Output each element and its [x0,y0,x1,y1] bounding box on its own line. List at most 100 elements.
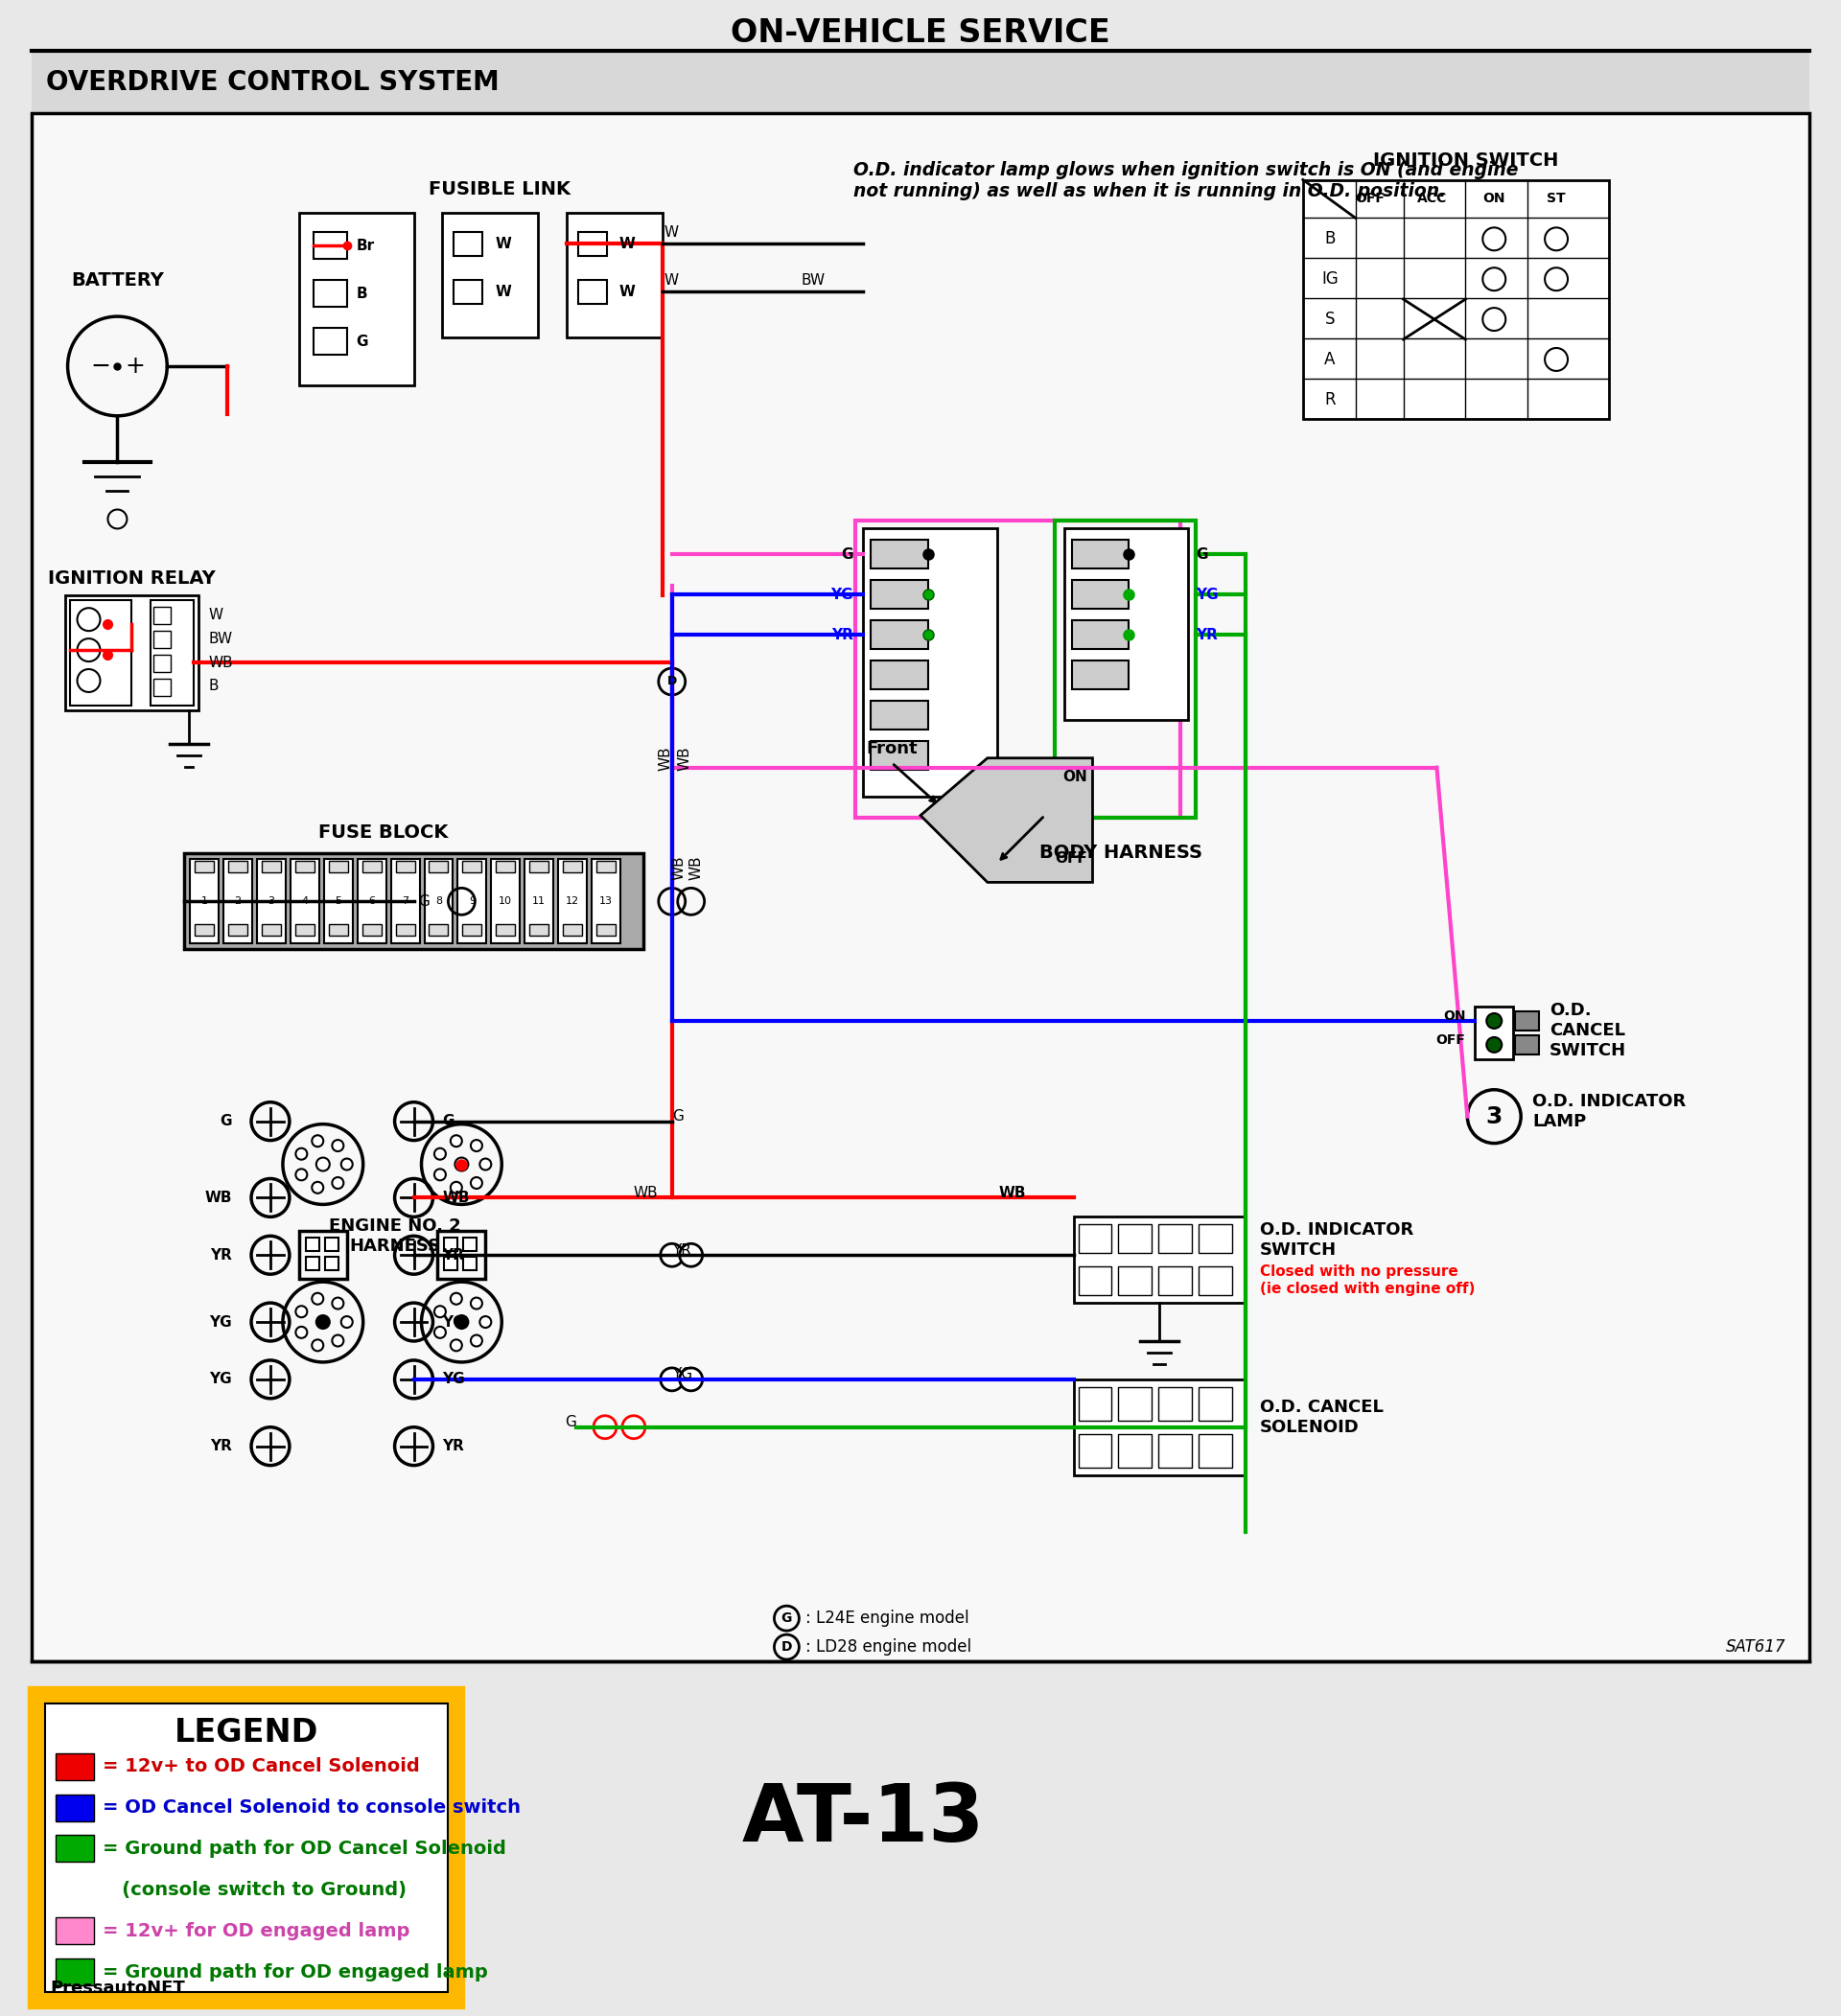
Bar [567,214,663,337]
Circle shape [331,1335,344,1347]
Text: WB: WB [204,1191,232,1206]
Bar [578,232,608,256]
Text: YR: YR [210,1248,232,1262]
Circle shape [311,1339,324,1351]
Text: WB: WB [657,746,672,770]
Text: G: G [221,1115,232,1129]
Text: ON-VEHICLE SERVICE: ON-VEHICLE SERVICE [731,18,1110,48]
Text: WB: WB [689,855,703,881]
Text: YR: YR [442,1248,464,1262]
Circle shape [455,1157,468,1171]
Text: (console switch to Ground): (console switch to Ground) [103,1881,407,1899]
Circle shape [471,1335,482,1347]
Text: G: G [418,895,431,909]
Bar [444,1258,458,1270]
Text: OFF: OFF [1355,192,1384,206]
Circle shape [622,1415,644,1439]
Bar [871,540,928,569]
Bar [1071,581,1129,609]
Text: 2: 2 [234,897,241,907]
Text: YR: YR [832,627,854,641]
Bar [563,861,582,873]
Text: YR: YR [210,1439,232,1454]
Text: YR: YR [672,1244,690,1258]
Text: ST: ST [1546,192,1565,206]
Bar [423,859,453,943]
Text: WB: WB [633,1185,659,1200]
Text: 3: 3 [1486,1105,1502,1129]
Circle shape [434,1149,446,1159]
Text: ON: ON [1482,192,1506,206]
Text: O.D. indicator lamp glows when ignition switch is ON (and engine
not running) as: O.D. indicator lamp glows when ignition … [854,161,1519,200]
Text: 6: 6 [368,897,376,907]
Circle shape [434,1306,446,1316]
Bar [444,1238,458,1252]
Bar [871,740,928,770]
Circle shape [451,1135,462,1147]
Circle shape [471,1177,482,1189]
Text: B: B [1324,230,1335,248]
Circle shape [311,1135,324,1147]
Bar [429,861,447,873]
Bar [1198,1224,1232,1254]
Circle shape [481,1159,492,1169]
Circle shape [331,1177,344,1189]
Bar [363,925,381,935]
Bar [155,679,171,696]
Bar [455,280,482,304]
Text: YR: YR [442,1439,464,1454]
Text: OVERDRIVE CONTROL SYSTEM: OVERDRIVE CONTROL SYSTEM [46,69,499,95]
Bar [291,859,318,943]
Text: D: D [781,1641,792,1653]
Text: W: W [495,236,512,250]
Text: W: W [208,607,223,621]
Bar [871,621,928,649]
Text: 12: 12 [565,897,580,907]
Text: W: W [619,284,635,298]
Bar [313,232,346,260]
Circle shape [661,1369,683,1391]
Bar [363,861,381,873]
Bar [495,861,515,873]
Bar [1119,1387,1152,1421]
Text: YG: YG [210,1314,232,1329]
Circle shape [311,1181,324,1193]
Text: IG: IG [1322,270,1338,288]
Text: D: D [666,675,677,687]
Circle shape [341,1159,353,1169]
Bar [464,1238,477,1252]
Bar [1515,1036,1539,1054]
Bar [261,925,282,935]
Bar [1071,661,1129,689]
Circle shape [296,1169,307,1181]
Text: FUSIBLE LINK: FUSIBLE LINK [429,179,571,198]
Bar [31,50,1810,113]
Circle shape [434,1327,446,1339]
Text: WB: WB [208,655,232,669]
Bar [1198,1433,1232,1468]
Circle shape [451,1292,462,1304]
Circle shape [1486,1014,1502,1028]
Bar [295,925,315,935]
Text: LEGEND: LEGEND [175,1718,318,1748]
Bar [462,861,482,873]
Circle shape [661,1244,683,1266]
Bar [1079,1266,1112,1294]
Bar [70,601,133,706]
Bar [357,859,387,943]
Text: W: W [665,272,679,288]
Circle shape [593,1415,617,1439]
Text: = OD Cancel Solenoid to console switch: = OD Cancel Solenoid to console switch [103,1798,521,1816]
Text: B: B [357,286,368,300]
Text: W: W [619,236,635,250]
Bar [871,702,928,730]
Text: : LD28 engine model: : LD28 engine model [806,1639,972,1655]
Text: YR: YR [1197,627,1217,641]
Text: BODY HARNESS: BODY HARNESS [1040,845,1202,863]
Text: O.D. INDICATOR
SWITCH: O.D. INDICATOR SWITCH [1259,1222,1414,1258]
Text: O.D. CANCEL
SOLENOID: O.D. CANCEL SOLENOID [1259,1399,1383,1435]
Bar [578,280,608,304]
Bar [31,1689,462,2006]
Bar [1119,1266,1152,1294]
Bar [55,1754,94,1780]
